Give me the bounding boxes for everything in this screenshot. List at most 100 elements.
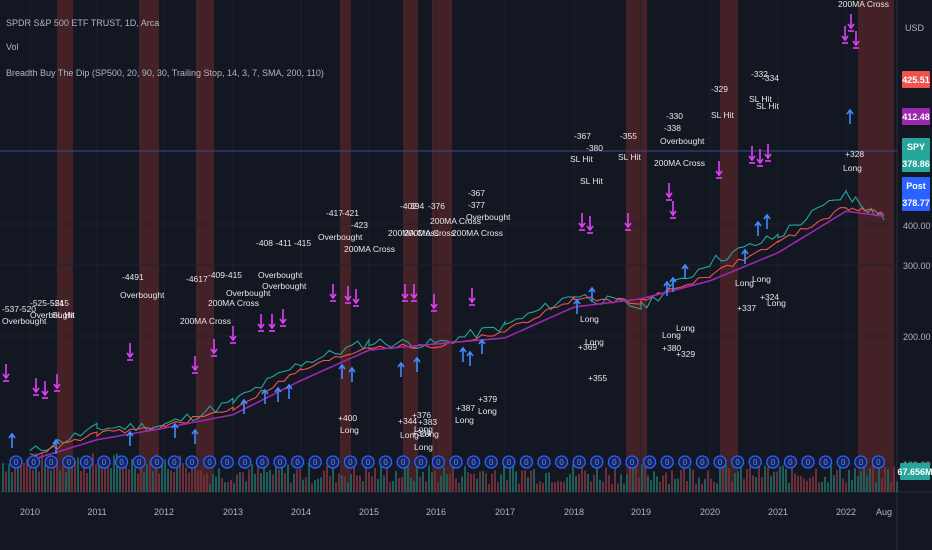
volume-bar — [542, 482, 544, 492]
volume-bar — [248, 469, 250, 492]
breadth-circle — [766, 455, 780, 469]
shade-zone — [403, 0, 418, 492]
volume-bar — [251, 464, 253, 492]
volume-bar — [674, 478, 676, 492]
volume-bar — [713, 481, 715, 492]
buy-arrowhead — [754, 220, 762, 227]
volume-bar — [809, 477, 811, 492]
annotation-label: 200MA Cross — [208, 298, 259, 308]
volume-bar — [86, 472, 88, 492]
price-axis[interactable]: USD 400.00 300.00 200.00 100.00 — [903, 23, 931, 470]
volume-bar — [128, 469, 130, 492]
volume-bar — [113, 455, 115, 492]
volume-bar — [416, 462, 418, 492]
indicator-legend[interactable]: Breadth Buy The Dip (SP500, 20, 90, 30, … — [6, 68, 324, 78]
volume-bar — [2, 463, 4, 492]
volume-bar — [518, 483, 520, 492]
y-tick-label: 400.00 — [903, 221, 931, 231]
breadth-circle-label: 0 — [401, 458, 406, 467]
x-tick-label: 2010 — [20, 507, 40, 517]
volume-bar — [80, 471, 82, 492]
volume-legend[interactable]: Vol — [6, 42, 19, 52]
annotation-label: Long — [455, 415, 474, 425]
volume-bar — [119, 457, 121, 492]
buy-arrowhead — [261, 388, 269, 395]
breadth-circle — [660, 455, 674, 469]
price-badge: 425.51 — [902, 71, 930, 88]
x-tick-label: 2020 — [700, 507, 720, 517]
volume-bar — [470, 473, 472, 492]
volume-bar — [350, 473, 352, 492]
breadth-circle-label: 0 — [207, 458, 212, 467]
sell-arrowhead — [2, 373, 10, 380]
series-line — [29, 188, 885, 452]
breadth-circle-label: 0 — [278, 458, 283, 467]
volume-bar — [599, 479, 601, 492]
volume-bar — [479, 471, 481, 492]
volume-bar — [356, 475, 358, 492]
volume-bar — [218, 468, 220, 492]
x-tick-label: Aug — [876, 507, 892, 517]
breadth-circle — [343, 455, 358, 469]
time-axis[interactable]: 2010 2011 2012 2013 2014 2015 2016 2017 2018 2019… — [20, 507, 892, 517]
annotation-label: +384 — [412, 428, 431, 438]
volume-bar — [548, 472, 550, 492]
red-shade-zones — [57, 0, 894, 492]
x-tick-label: 2015 — [359, 507, 379, 517]
breadth-circle — [818, 455, 833, 469]
volume-bar — [32, 470, 34, 492]
volume-bar — [329, 476, 331, 492]
volume-bar — [659, 481, 661, 492]
annotation-label: Long — [478, 406, 497, 416]
volume-bar — [323, 470, 325, 492]
annotation-label: +324 — [760, 292, 779, 302]
volume-bar — [527, 477, 529, 492]
volume-bar — [689, 467, 691, 492]
volume-bar — [623, 483, 625, 492]
shade-zone — [858, 0, 894, 492]
buy-arrowhead — [741, 248, 749, 255]
volume-bar — [431, 472, 433, 492]
annotation-label: -408 -411 -415 — [256, 238, 311, 248]
breadth-circle-label: 0 — [788, 458, 793, 467]
sell-arrowhead — [586, 225, 594, 232]
volume-bar — [890, 481, 892, 492]
annotation-label: -377 — [468, 200, 485, 210]
volume-bar — [68, 468, 70, 492]
breadth-circle — [871, 455, 886, 469]
buy-arrowhead — [348, 366, 356, 373]
volume-bar — [338, 473, 340, 492]
annotation-label: +369 — [578, 342, 597, 352]
annotation-label: -421 — [342, 208, 359, 218]
annotation-label: -376 — [428, 201, 445, 211]
price-badge: 378.77 — [902, 194, 930, 211]
volume-bar — [500, 474, 502, 492]
volume-bar — [695, 483, 697, 492]
shade-zone — [196, 0, 214, 492]
annotation-label: 200MA Cross — [180, 316, 231, 326]
breadth-circle — [801, 455, 815, 469]
volume-bar — [35, 453, 37, 492]
volume-bar — [632, 462, 634, 492]
breadth-circle — [730, 455, 745, 469]
breadth-circle-label: 0 — [366, 458, 371, 467]
volume-bar — [854, 468, 856, 492]
volume-bar — [227, 482, 229, 492]
volume-bar — [170, 470, 172, 492]
annotation-label: 200MA Cross — [654, 158, 705, 168]
volume-bar — [635, 463, 637, 492]
volume-bar — [155, 454, 157, 492]
buy-arrowhead — [52, 438, 60, 445]
volume-badge: 67.656M — [897, 463, 932, 480]
symbol-legend[interactable]: SPDR S&P 500 ETF TRUST, 1D, Arca — [6, 18, 160, 28]
volume-bar — [437, 482, 439, 492]
volume-bar — [509, 465, 511, 492]
volume-bar — [395, 471, 397, 492]
annotation-label: Overbought — [226, 288, 271, 298]
breadth-circle-label: 0 — [559, 458, 564, 467]
volume-bar — [74, 460, 76, 492]
volume-bar — [575, 476, 577, 492]
volume-bar — [209, 483, 211, 492]
volume-bar — [797, 475, 799, 492]
